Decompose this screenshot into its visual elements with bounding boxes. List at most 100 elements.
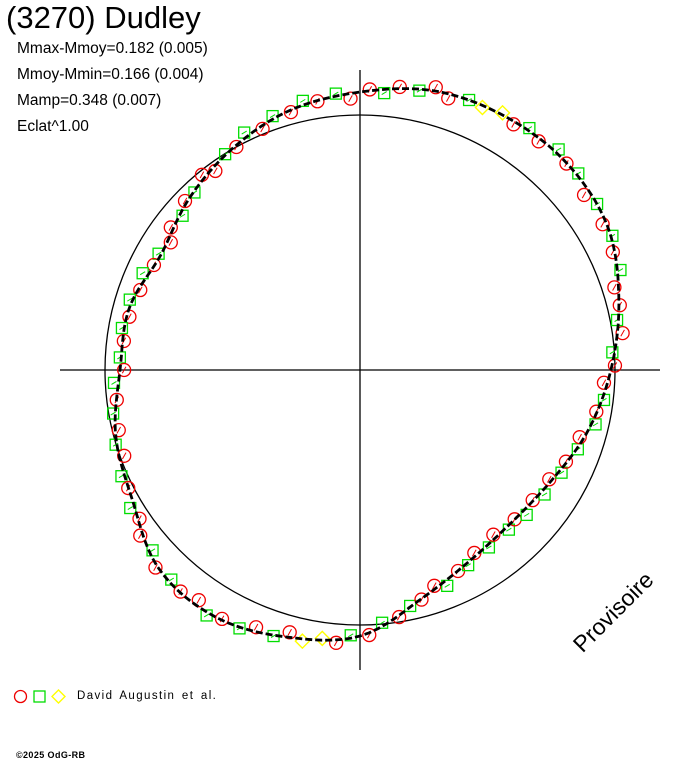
data-point-red-circle [607,280,622,295]
data-point-green-square [572,167,585,180]
green-square-errorbar [149,548,156,553]
data-point-yellow-diamond [494,104,511,121]
red-circle-icon [13,689,28,703]
green-square-errorbar [555,147,562,152]
red-circle-errorbar [348,95,353,103]
data-point-green-square [123,293,136,306]
data-point-red-circle [428,80,443,95]
red-circle-errorbar [213,167,218,175]
red-circle-errorbar [137,515,142,523]
red-circle-errorbar [196,596,202,604]
green-square-errorbar [506,527,512,532]
data-point-green-square [296,94,309,108]
data-point-red-circle [173,584,188,599]
data-point-red-circle [559,156,574,171]
data-point-red-circle [116,362,132,378]
data-point-green-square [606,229,619,242]
fit-curve [113,87,621,642]
red-circle-errorbar [581,191,587,199]
data-point-red-circle [615,325,630,341]
red-circle-errorbar [536,137,541,145]
red-circle-errorbar [472,549,477,557]
red-circle-errorbar [432,582,437,590]
green-square-errorbar [609,350,616,355]
green-square-errorbar [381,91,387,96]
data-point-yellow-diamond [294,633,311,650]
green-square-errorbar [523,512,530,517]
data-point-green-square [441,579,454,593]
stat-eclat: Eclat^1.00 [17,118,89,135]
red-circle-errorbar [127,313,132,321]
green-square-errorbar [270,634,277,638]
green-square-errorbar [269,114,276,119]
data-point-green-square [329,87,342,100]
red-circle-errorbar [446,94,451,102]
red-circle-errorbar [199,171,205,179]
data-point-red-circle [328,635,344,650]
data-point-red-circle [214,611,230,627]
green-square-errorbar [179,213,186,218]
red-circle-errorbar [168,238,174,246]
green-square-errorbar [241,130,247,135]
red-circle-errorbar [121,452,127,460]
green-square-errorbar [465,563,471,568]
stat-mmax-mmoy: Mmax-Mmoy=0.182 (0.005) [17,40,208,57]
green-square-errorbar [601,398,607,402]
legend: David Augustin et al. [13,688,217,704]
data-point-green-square [378,86,391,100]
green-square-errorbar [541,492,548,497]
red-circle-errorbar [287,628,292,636]
reference-circle [104,114,616,626]
data-point-red-circle [111,422,126,438]
green-square-errorbar [139,271,146,276]
data-point-green-square [188,186,201,199]
green-square-errorbar [127,506,134,510]
green-square-errorbar [110,411,116,416]
red-circle-errorbar [260,125,265,133]
page-title: (3270) Dudley [6,0,201,35]
green-square-errorbar [466,98,472,102]
data-point-yellow-diamond [474,99,491,116]
data-point-red-circle [542,472,557,487]
green-square-errorbar [486,545,492,550]
data-point-red-circle [558,454,574,469]
stats-block: Mmax-Mmoy=0.182 (0.005) Mmoy-Mmin=0.166 … [17,36,208,140]
data-point-green-square [106,407,120,420]
data-point-red-circle [414,592,429,607]
data-point-red-circle [362,627,377,643]
green-square-glyph [33,689,46,703]
data-point-green-square [218,148,232,161]
green-square-errorbar [444,583,450,588]
data-point-red-circle [133,528,148,543]
data-point-green-square [404,599,417,613]
data-point-red-circle [283,104,299,120]
red-circle-errorbar [419,596,424,604]
red-circle-errorbar [511,120,516,128]
red-circle-errorbar [253,623,259,631]
green-square-errorbar [617,268,624,272]
data-point-green-square [233,622,246,635]
red-circle-errorbar [577,433,582,441]
data-point-green-square [107,376,121,390]
legend-marker-icons [13,688,66,704]
data-point-red-circle [589,404,604,419]
red-circle-errorbar [491,531,496,539]
data-point-red-circle [486,527,501,542]
data-point-red-circle [163,220,178,235]
data-point-green-square [344,629,357,642]
red-circle-glyph [13,689,28,703]
red-circle-errorbar [153,564,158,571]
red-circle-errorbar [612,283,617,291]
data-point-green-square [113,351,127,364]
red-circle-errorbar [116,426,121,434]
data-point-green-square [462,93,476,107]
green-square-errorbar [155,251,162,256]
red-circle-errorbar [168,223,174,231]
green-square-errorbar [111,380,117,385]
data-point-red-circle [282,625,297,640]
data-point-yellow-diamond [314,630,331,647]
data-point-red-circle [116,333,132,349]
data-point-red-circle [133,282,148,298]
green-square-errorbar [379,620,385,625]
stat-mamp: Mamp=0.348 (0.007) [17,92,162,109]
